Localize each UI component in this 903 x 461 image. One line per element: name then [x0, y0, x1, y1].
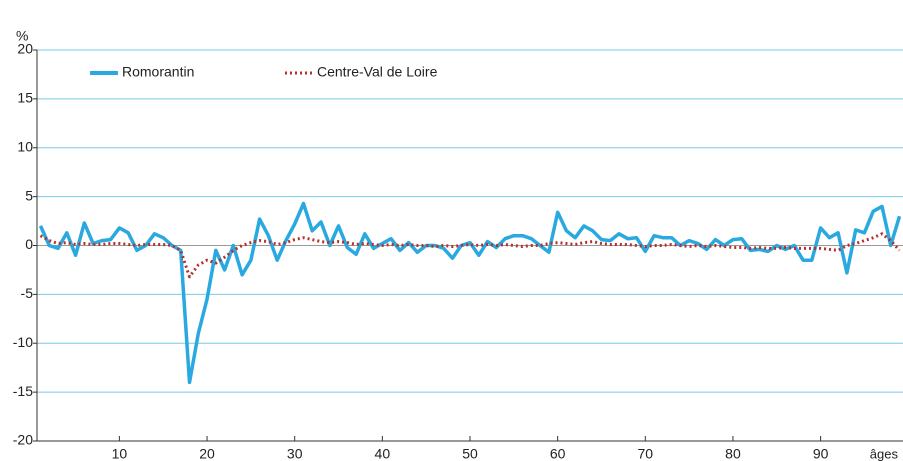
- series-line: [38, 201, 902, 385]
- series-line: [39, 232, 901, 279]
- y-tick-label: 5: [25, 187, 33, 203]
- y-tick-label: 0: [25, 236, 33, 252]
- y-tick-label: 10: [17, 138, 33, 154]
- y-tick-label: -15: [13, 383, 33, 399]
- legend-label: Romorantin: [122, 64, 194, 80]
- y-tick-label: 20: [17, 41, 33, 57]
- x-tick-label: 50: [462, 446, 478, 461]
- x-tick-label: 90: [813, 446, 829, 461]
- y-tick-label: 15: [17, 90, 33, 106]
- x-tick-label: 70: [638, 446, 654, 461]
- x-tick-label: 80: [725, 446, 741, 461]
- x-tick-label: 30: [287, 446, 303, 461]
- x-tick-label: 10: [112, 446, 128, 461]
- x-tick-label: 20: [199, 446, 215, 461]
- y-tick-label: -5: [21, 285, 34, 301]
- x-tick-label: 40: [375, 446, 391, 461]
- y-tick-label: -20: [13, 432, 33, 448]
- x-tick-label: 60: [550, 446, 566, 461]
- x-axis-label: âges: [870, 446, 899, 461]
- legend-label: Centre-Val de Loire: [317, 64, 438, 80]
- y-axis-label: %: [16, 28, 28, 44]
- y-tick-label: -10: [13, 334, 33, 350]
